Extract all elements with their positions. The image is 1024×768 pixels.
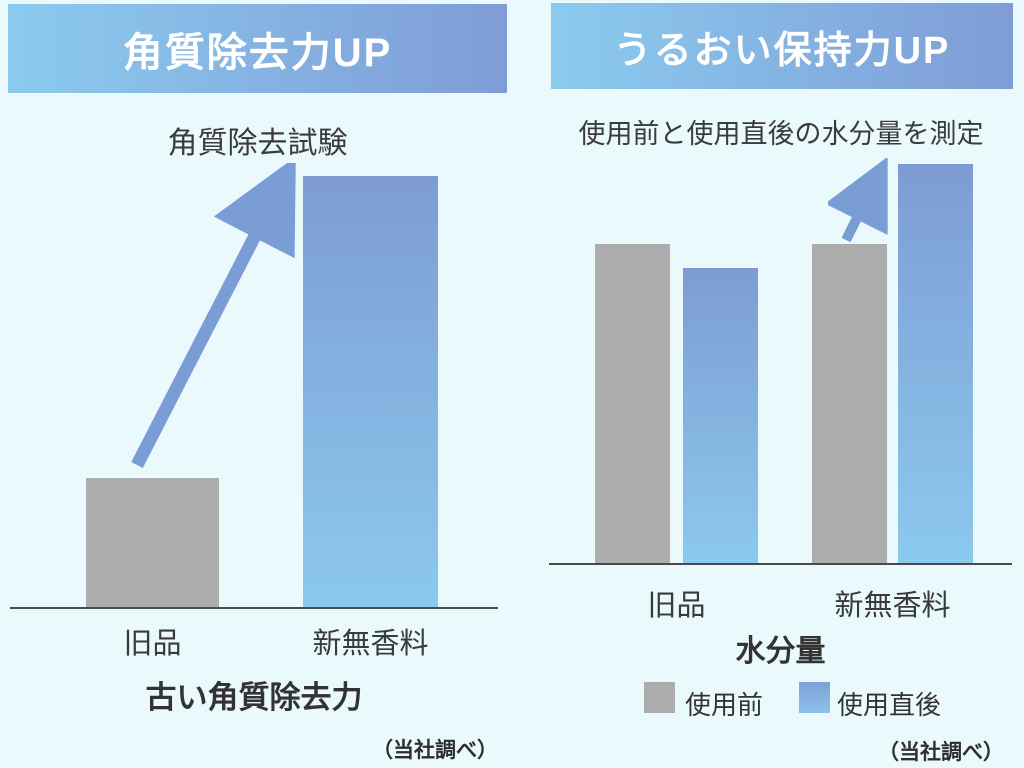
left-panel-title: 角質除去力UP: [122, 30, 393, 75]
left-panel-header-banner: 角質除去力UP: [8, 4, 507, 93]
bar-old-before: [595, 244, 670, 563]
right-chart-title: 使用前と使用直後の水分量を測定: [578, 119, 984, 149]
left-axis-title: 古い角質除去力: [145, 680, 363, 715]
growth-arrow-icon: [131, 163, 296, 468]
left-chart-axis-line: [10, 607, 498, 609]
right-category-old: 旧品: [647, 590, 706, 622]
left-chart-title: 角質除去試験: [167, 127, 348, 160]
left-category-old: 旧品: [123, 628, 182, 660]
legend-label-before: 使用前: [685, 690, 764, 720]
left-category-new: 新無香料: [312, 628, 429, 660]
right-source-note: （当社調べ）: [878, 741, 1004, 764]
growth-arrow-icon: [828, 158, 888, 243]
right-panel-header-banner: うるおい保持力UP: [551, 3, 1013, 89]
right-chart-axis-line: [549, 563, 1012, 565]
right-panel-title: うるおい保持力UP: [613, 29, 951, 72]
bar-new-fragrance-free: [303, 176, 438, 607]
right-category-new: 新無香料: [834, 590, 951, 622]
bar-new-before: [812, 244, 887, 563]
bar-old-product: [86, 478, 219, 607]
legend-swatch-after-icon: [799, 682, 830, 713]
legend-swatch-before-icon: [644, 682, 675, 713]
bar-new-after: [898, 164, 973, 563]
bar-old-after: [683, 268, 758, 563]
right-axis-title: 水分量: [735, 635, 826, 668]
left-source-note: （当社調べ）: [372, 739, 498, 762]
legend-label-after: 使用直後: [837, 690, 942, 720]
